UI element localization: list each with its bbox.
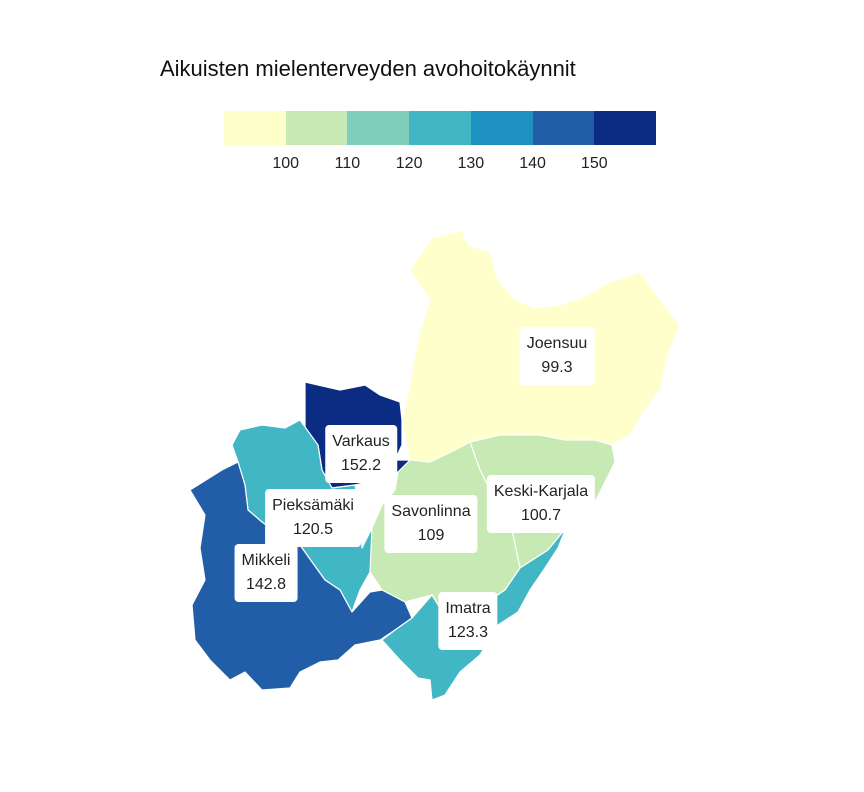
region-name: Keski-Karjala (493, 483, 589, 500)
legend-tick-label: 130 (457, 155, 485, 172)
label-joensuu: Joensuu 99.3 (519, 327, 595, 385)
region-name: Joensuu (526, 335, 588, 352)
region-name: Pieksämäki (272, 497, 354, 514)
legend-ticks: 100 110 120 130 140 150 (224, 145, 656, 175)
label-mikkeli: Mikkeli 142.8 (234, 544, 298, 602)
region-value: 99.3 (541, 359, 573, 376)
legend-color-bar (224, 111, 657, 145)
legend-swatch (409, 111, 471, 145)
legend-swatch (224, 111, 286, 145)
region-name: Savonlinna (391, 503, 471, 520)
label-varkaus: Varkaus 152.2 (325, 425, 397, 483)
legend-swatch (285, 111, 348, 145)
region-name: Varkaus (332, 433, 390, 450)
legend-tick-label: 150 (580, 155, 608, 172)
label-imatra: Imatra 123.3 (438, 592, 498, 650)
region-value: 142.8 (245, 576, 287, 593)
map-title: Aikuisten mielenterveyden avohoitokäynni… (160, 56, 576, 81)
legend-tick-label: 140 (519, 155, 546, 172)
region-value: 100.7 (520, 507, 562, 524)
label-pieksamaki: Pieksämäki 120.5 (265, 489, 361, 547)
legend-swatch (347, 111, 410, 145)
region-value: 152.2 (340, 457, 382, 474)
label-savonlinna: Savonlinna 109 (384, 495, 478, 553)
legend-swatch (470, 111, 533, 145)
legend-swatch (532, 111, 595, 145)
color-legend: 100 110 120 130 140 150 (224, 111, 657, 191)
legend-tick-label: 120 (395, 155, 423, 172)
legend-swatch (594, 111, 657, 145)
legend-tick-label: 100 (272, 155, 300, 172)
region-value: 123.3 (447, 624, 489, 641)
legend-tick-label: 110 (334, 155, 361, 172)
label-keski-karjala: Keski-Karjala 100.7 (486, 475, 596, 533)
region-value: 120.5 (292, 521, 334, 538)
region-value: 109 (417, 527, 445, 544)
region-name: Mikkeli (241, 552, 291, 569)
region-name: Imatra (445, 600, 491, 617)
